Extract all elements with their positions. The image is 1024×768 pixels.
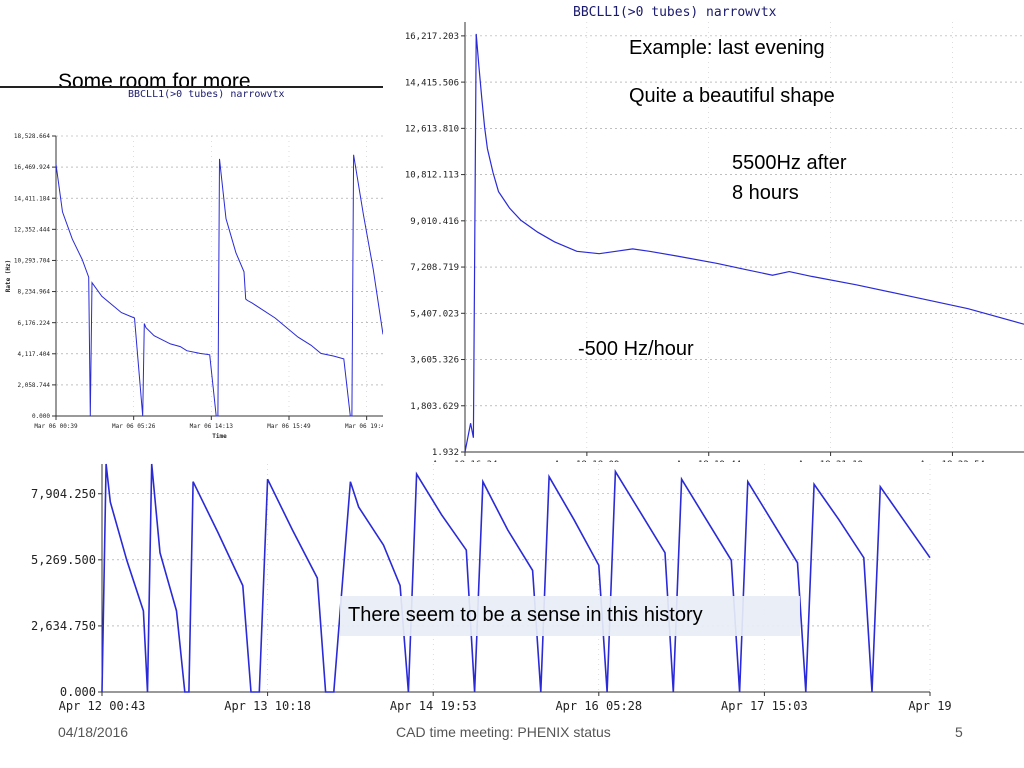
y-tick-label: 6,176.224: [17, 320, 50, 327]
y-tick-label: 2,058.744: [17, 382, 50, 389]
y-tick-label: 12,613.810: [405, 124, 459, 134]
annotation-history: There seem to be a sense in this history: [348, 604, 703, 626]
y-tick-label: 10,812.113: [405, 171, 459, 181]
y-tick-label: 16,217.203: [405, 32, 459, 42]
x-tick-label: Apr 13 10:18: [224, 699, 311, 713]
chart-mar06-overview: BBCLL1(>0 tubes) narrowvtx 0.000 2,058.74…: [0, 88, 383, 444]
y-tick-label: 12,352.444: [14, 226, 51, 233]
y-tick-label: 7,208.719: [410, 263, 459, 273]
y-tick-label: 9,010.416: [410, 217, 459, 227]
x-tick-label: Apr 14 19:53: [390, 699, 477, 713]
annotation-slope: -500 Hz/hour: [578, 338, 694, 360]
y-tick-label: 16,469.924: [14, 164, 51, 171]
y-tick-label: 5,407.023: [410, 309, 459, 319]
annotation-rate-line2: 8 hours: [732, 182, 799, 204]
y-tick-label: 10,293.704: [14, 258, 51, 265]
chart-apr-history: 0.000 2,634.750 5,269.500 7,904.250 Apr 12 0…: [0, 462, 1024, 722]
y-tick-label: 14,411.184: [14, 195, 51, 202]
chart-title: BBCLL1(>0 tubes) narrowvtx: [573, 5, 777, 20]
x-axis-label: Time: [212, 433, 227, 440]
y-tick-label: 14,415.506: [405, 78, 459, 88]
x-tick-label: Mar 06 19:47: [345, 423, 383, 430]
chart-plot: 1.932 1,803.629 3,605.326 5,407.023 7,208.71…: [405, 22, 1024, 470]
chart-apr18-zoom: BBCLL1(>0 tubes) narrowvtx 1.932 1,803.62…: [383, 0, 1024, 470]
annotation-example: Example: last evening: [629, 37, 825, 59]
y-axis-label: Rate (Hz): [5, 260, 12, 293]
footer-page-number: 5: [955, 724, 963, 740]
y-tick-label: 2,634.750: [31, 619, 96, 633]
x-tick-label: Mar 06 15:49: [267, 423, 311, 430]
chart-plot: 0.000 2,634.750 5,269.500 7,904.250 Apr 12 0…: [31, 463, 952, 713]
y-tick-label: 1,803.629: [410, 402, 459, 412]
x-tick-label: Apr 16 05:28: [555, 699, 642, 713]
partial-heading: Some room for more: [58, 70, 251, 90]
series-line: [464, 33, 1024, 453]
y-tick-label: 4,117.404: [17, 351, 50, 358]
footer-date: 04/18/2016: [58, 724, 129, 740]
y-tick-label: 5,269.500: [31, 553, 96, 567]
y-tick-label: 0.000: [32, 413, 50, 420]
y-tick-label: 8,234.964: [17, 289, 50, 296]
x-tick-label: Apr 17 15:03: [721, 699, 808, 713]
footer-title: CAD time meeting: PHENIX status: [396, 724, 611, 740]
heading-underline: [0, 86, 384, 88]
y-tick-label: 18,528.664: [14, 133, 51, 140]
history-note-background: [340, 596, 800, 636]
chart-title: BBCLL1(>0 tubes) narrowvtx: [128, 89, 285, 100]
series-line: [101, 463, 931, 693]
x-tick-label: Mar 06 14:13: [190, 423, 234, 430]
y-tick-label: 0.000: [60, 685, 96, 699]
series-line: [55, 154, 383, 417]
annotation-shape: Quite a beautiful shape: [629, 85, 835, 107]
x-tick-label: Mar 06 05:26: [112, 423, 156, 430]
y-tick-label: 3,605.326: [410, 356, 459, 366]
annotation-rate-line1: 5500Hz after: [732, 152, 847, 174]
y-tick-label: 7,904.250: [31, 487, 96, 501]
chart-plot: 0.000 2,058.744 4,117.404 6,176.224 8,234.96…: [5, 133, 383, 440]
x-tick-label: Mar 06 00:39: [34, 423, 78, 430]
x-tick-label: Apr 12 00:43: [59, 699, 146, 713]
y-tick-label: 1.932: [432, 448, 459, 458]
x-tick-label: Apr 19: [908, 699, 951, 713]
